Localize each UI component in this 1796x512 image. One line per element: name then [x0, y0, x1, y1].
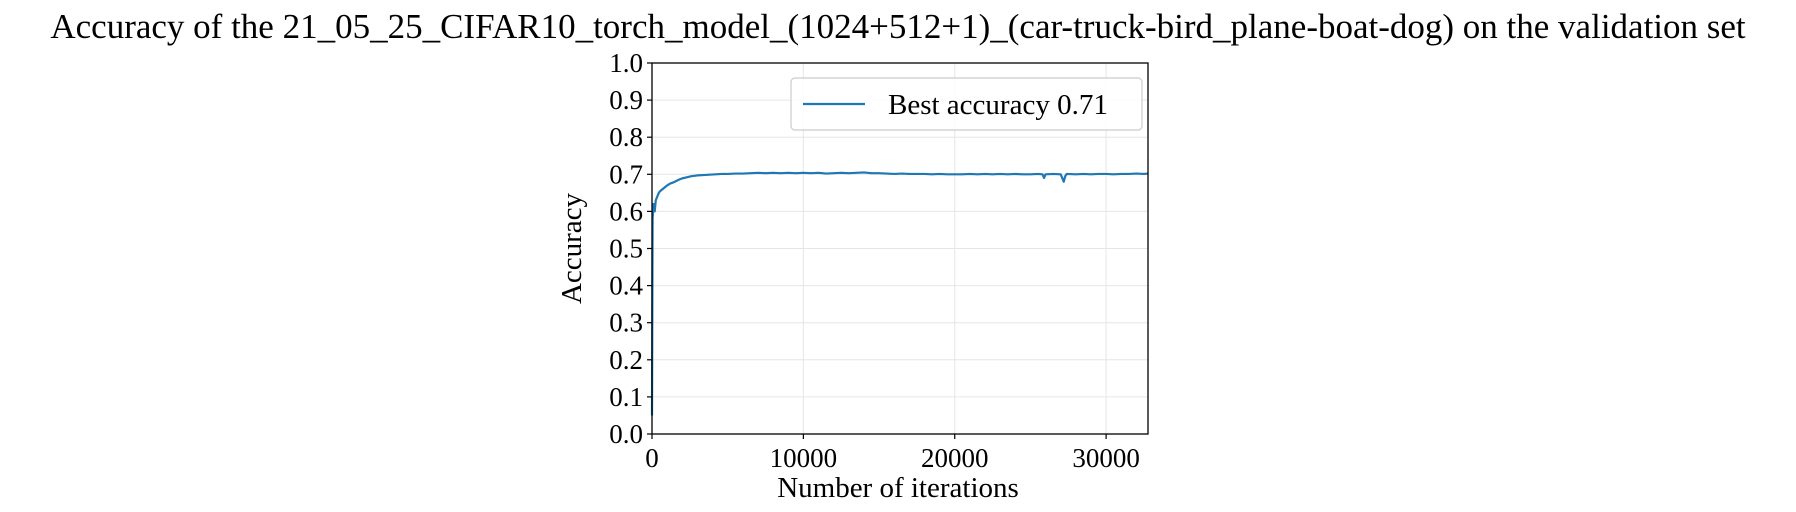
legend-box: [790, 77, 1143, 131]
x-tick-label: 20000: [921, 443, 989, 473]
y-tick-label: 0.4: [609, 271, 643, 301]
y-tick-label: 0.2: [609, 345, 643, 375]
y-axis-label: Accuracy: [556, 192, 588, 304]
x-tick-label: 30000: [1072, 443, 1140, 473]
legend-label: Best accuracy 0.71: [888, 89, 1108, 121]
y-tick-label: 0.1: [609, 382, 643, 412]
y-tick-label: 0.3: [609, 308, 643, 338]
series-line: [650, 171, 1149, 416]
legend: Best accuracy 0.71: [790, 77, 1143, 131]
y-tick-label: 0.9: [609, 85, 643, 115]
y-tick-label: 1.0: [609, 48, 643, 78]
series-layer: [650, 171, 1149, 416]
y-tick-label: 0.7: [609, 159, 643, 189]
y-tick-label: 0.6: [609, 196, 643, 226]
x-axis-label: Number of iterations: [777, 472, 1019, 504]
x-axis-ticks: 0 10000 20000 30000: [645, 434, 1140, 473]
y-tick-label: 0.0: [609, 419, 643, 449]
x-tick-label: 0: [645, 443, 659, 473]
y-axis-ticks: 0.0 0.1 0.2 0.3 0.4 0.5 0.6 0.7 0.8 0.9 1.0: [609, 48, 652, 449]
y-tick-label: 0.8: [609, 122, 643, 152]
y-tick-label: 0.5: [609, 234, 643, 264]
x-tick-label: 10000: [770, 443, 838, 473]
chart-title: Accuracy of the 21_05_25_CIFAR10_torch_m…: [50, 7, 1746, 46]
